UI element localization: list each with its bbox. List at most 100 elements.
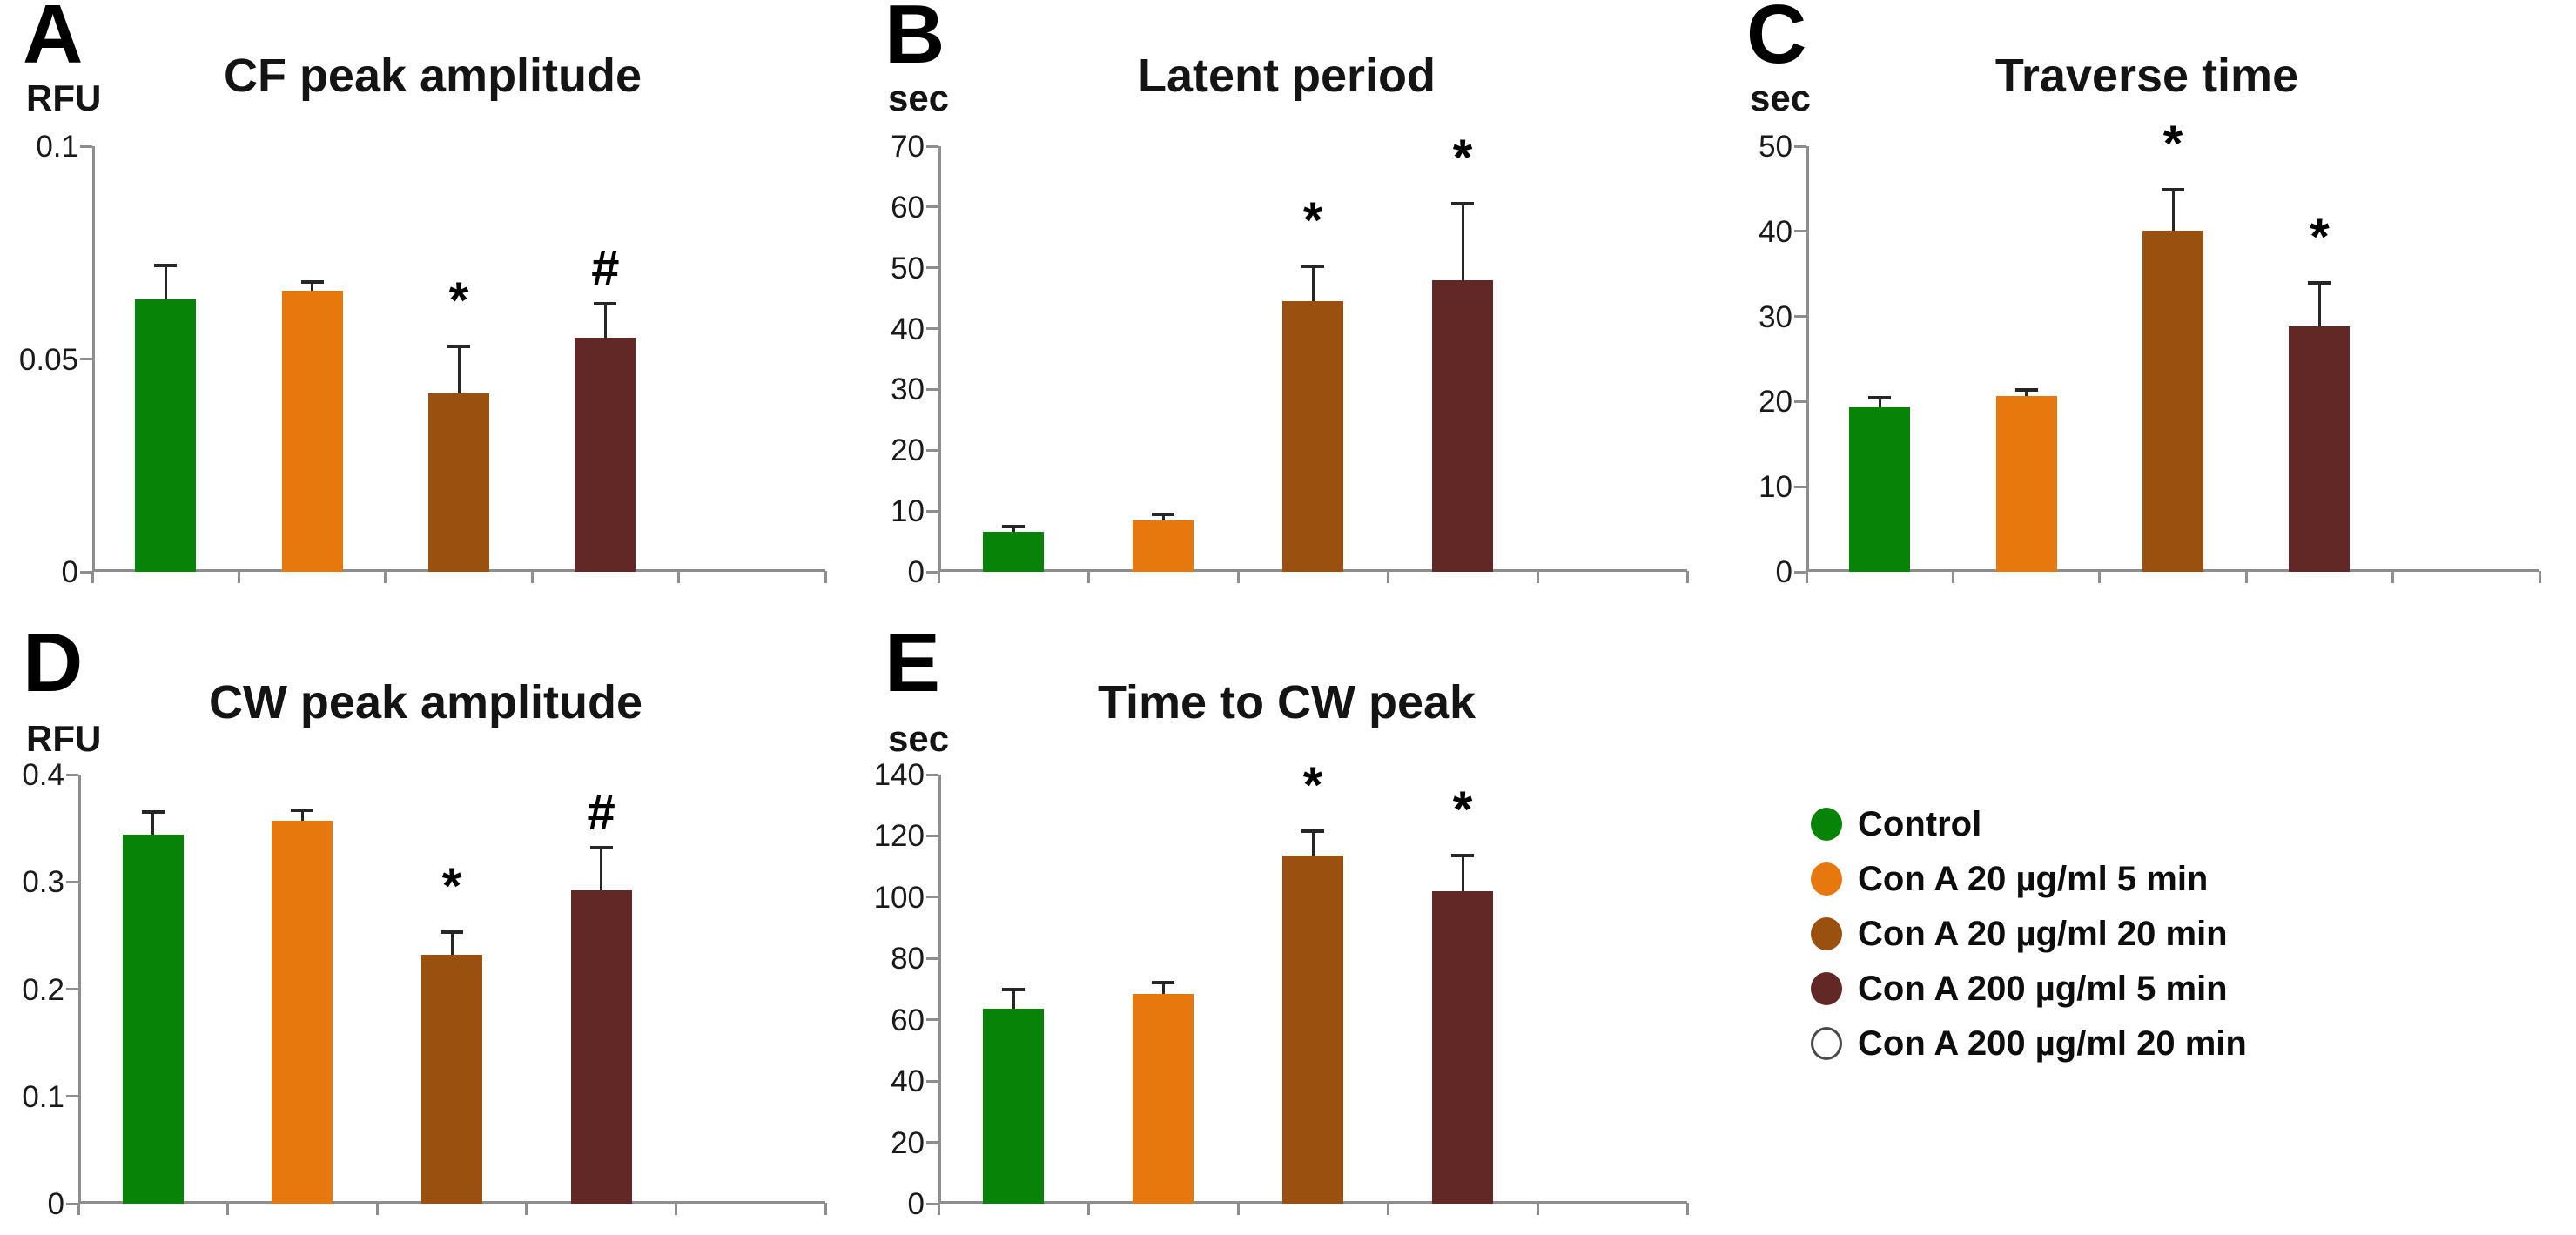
error-bar <box>300 809 304 821</box>
chart-title-c: Traverse time <box>1994 50 2299 102</box>
y-tick-label: 0.1 <box>22 1079 64 1114</box>
y-tick-label: 0.2 <box>22 972 64 1007</box>
y-tick <box>926 509 938 513</box>
y-tick-label: 100 <box>873 880 925 915</box>
x-tick <box>77 1203 80 1215</box>
legend-item-cona200-20: Con A 200 µg/ml 20 min <box>1811 1016 2247 1071</box>
y-tick-label: 40 <box>1759 214 1792 249</box>
error-bar-cap <box>291 808 314 812</box>
panel-D: D CW peak amplitude RFU 0 0.1 0.2 0.3 0.4 * # <box>0 618 862 1235</box>
error-bar <box>2171 189 2175 231</box>
legend-swatch-cona20-5 <box>1811 862 1842 896</box>
legend-swatch-control <box>1811 807 1842 841</box>
y-axis-unit-b: sec <box>888 77 950 118</box>
y-tick-label: 20 <box>891 1125 925 1160</box>
error-bar-cap <box>141 810 165 815</box>
error-bar-cap <box>589 845 613 849</box>
legend-swatch-cona200-20 <box>1811 1026 1842 1060</box>
y-tick-label: 20 <box>1759 385 1792 419</box>
error-bar-cap <box>1152 513 1174 517</box>
y-tick <box>926 266 938 270</box>
x-tick <box>1805 571 1808 583</box>
chart-title-a: CF peak amplitude <box>223 50 642 102</box>
bar-con-a-20-g-ml-5-min <box>1133 520 1194 572</box>
bar-con-a-200-g-ml-5-min <box>1432 890 1493 1204</box>
error-bar <box>1012 989 1015 1010</box>
y-axis-unit-d: RFU <box>26 718 102 759</box>
y-tick <box>1794 230 1806 233</box>
legend-label: Con A 20 µg/ml 20 min <box>1858 914 2228 953</box>
error-bar <box>603 303 607 339</box>
legend: Control Con A 20 µg/ml 5 min Con A 20 µg… <box>1811 796 2559 1075</box>
y-tick <box>1794 399 1806 403</box>
bar-con-a-20-g-ml-5-min <box>1995 395 2057 572</box>
error-bar <box>1311 831 1315 856</box>
x-tick <box>674 1203 677 1215</box>
x-tick <box>1536 1203 1539 1215</box>
error-bar-cap <box>441 930 463 935</box>
y-tick-label: 0 <box>907 555 925 589</box>
x-tick <box>226 1203 230 1215</box>
y-tick <box>926 387 938 391</box>
y-axis-unit-e: sec <box>888 718 950 759</box>
x-tick <box>2244 571 2248 583</box>
legend-label: Con A 200 µg/ml 5 min <box>1858 969 2228 1008</box>
legend-item-cona20-5: Con A 20 µg/ml 5 min <box>1811 851 2208 906</box>
x-tick <box>1086 571 1090 583</box>
y-tick-label: 40 <box>891 312 925 346</box>
chart-title-b: Latent period <box>1137 50 1436 102</box>
bar-con-a-20-g-ml-20-min <box>1282 856 1343 1204</box>
y-tick-label: 60 <box>891 190 925 225</box>
error-bar <box>2025 389 2028 396</box>
y-tick-label: 0.4 <box>22 758 64 792</box>
y-tick-label: 30 <box>891 373 925 407</box>
x-tick <box>2391 571 2395 583</box>
significance-marker: * <box>2162 115 2183 172</box>
y-axis-unit-c: sec <box>1750 77 1812 118</box>
bar-con-a-20-g-ml-5-min <box>281 291 343 572</box>
legend-label: Control <box>1858 804 1982 843</box>
error-bar-cap <box>1002 524 1025 528</box>
panel-B: B Latent period sec 0 10 20 30 40 50 60 70 * * <box>862 0 1724 618</box>
significance-marker: # <box>587 783 615 841</box>
error-bar <box>1461 856 1464 891</box>
y-tick-label: 0 <box>61 555 78 589</box>
x-tick <box>1685 571 1689 583</box>
error-bar-cap <box>1451 854 1474 858</box>
y-tick <box>1794 485 1806 488</box>
bar-control <box>1849 407 1911 572</box>
x-tick <box>384 571 387 583</box>
y-tick-label: 30 <box>1759 299 1792 334</box>
panel-A: A CF peak amplitude RFU 0 0.05 0.1 * # <box>0 0 862 618</box>
x-tick <box>1236 1203 1240 1215</box>
legend-swatch-cona200-5 <box>1811 971 1842 1005</box>
error-bar <box>164 265 167 300</box>
x-tick <box>1386 1203 1389 1215</box>
error-bar <box>151 812 155 835</box>
y-tick-label: 60 <box>891 1003 925 1037</box>
y-tick <box>80 358 92 360</box>
x-tick <box>2538 571 2541 583</box>
y-tick <box>1794 144 1806 148</box>
error-bar <box>450 932 454 956</box>
y-tick <box>66 880 78 883</box>
bar-con-a-20-g-ml-20-min <box>1282 301 1343 572</box>
error-bar-cap <box>1152 981 1174 985</box>
y-tick-label: 70 <box>891 130 925 164</box>
bar-con-a-200-g-ml-5-min <box>570 890 632 1204</box>
y-tick <box>926 1141 938 1144</box>
error-bar <box>1161 514 1165 521</box>
x-tick <box>677 571 681 583</box>
bar-con-a-20-g-ml-20-min <box>421 955 482 1204</box>
y-tick <box>926 205 938 209</box>
significance-marker: # <box>591 239 620 297</box>
y-tick-label: 120 <box>873 819 925 854</box>
panel-C: C Traverse time sec 0 10 20 30 40 50 * * <box>1724 0 2576 618</box>
x-tick <box>1951 571 1954 583</box>
legend-item-cona20-20: Con A 20 µg/ml 20 min <box>1811 906 2228 961</box>
significance-marker: * <box>441 858 462 916</box>
error-bar <box>1012 526 1015 532</box>
y-tick <box>66 988 78 990</box>
panel-letter-c: C <box>1746 0 1807 81</box>
x-tick <box>525 1203 528 1215</box>
